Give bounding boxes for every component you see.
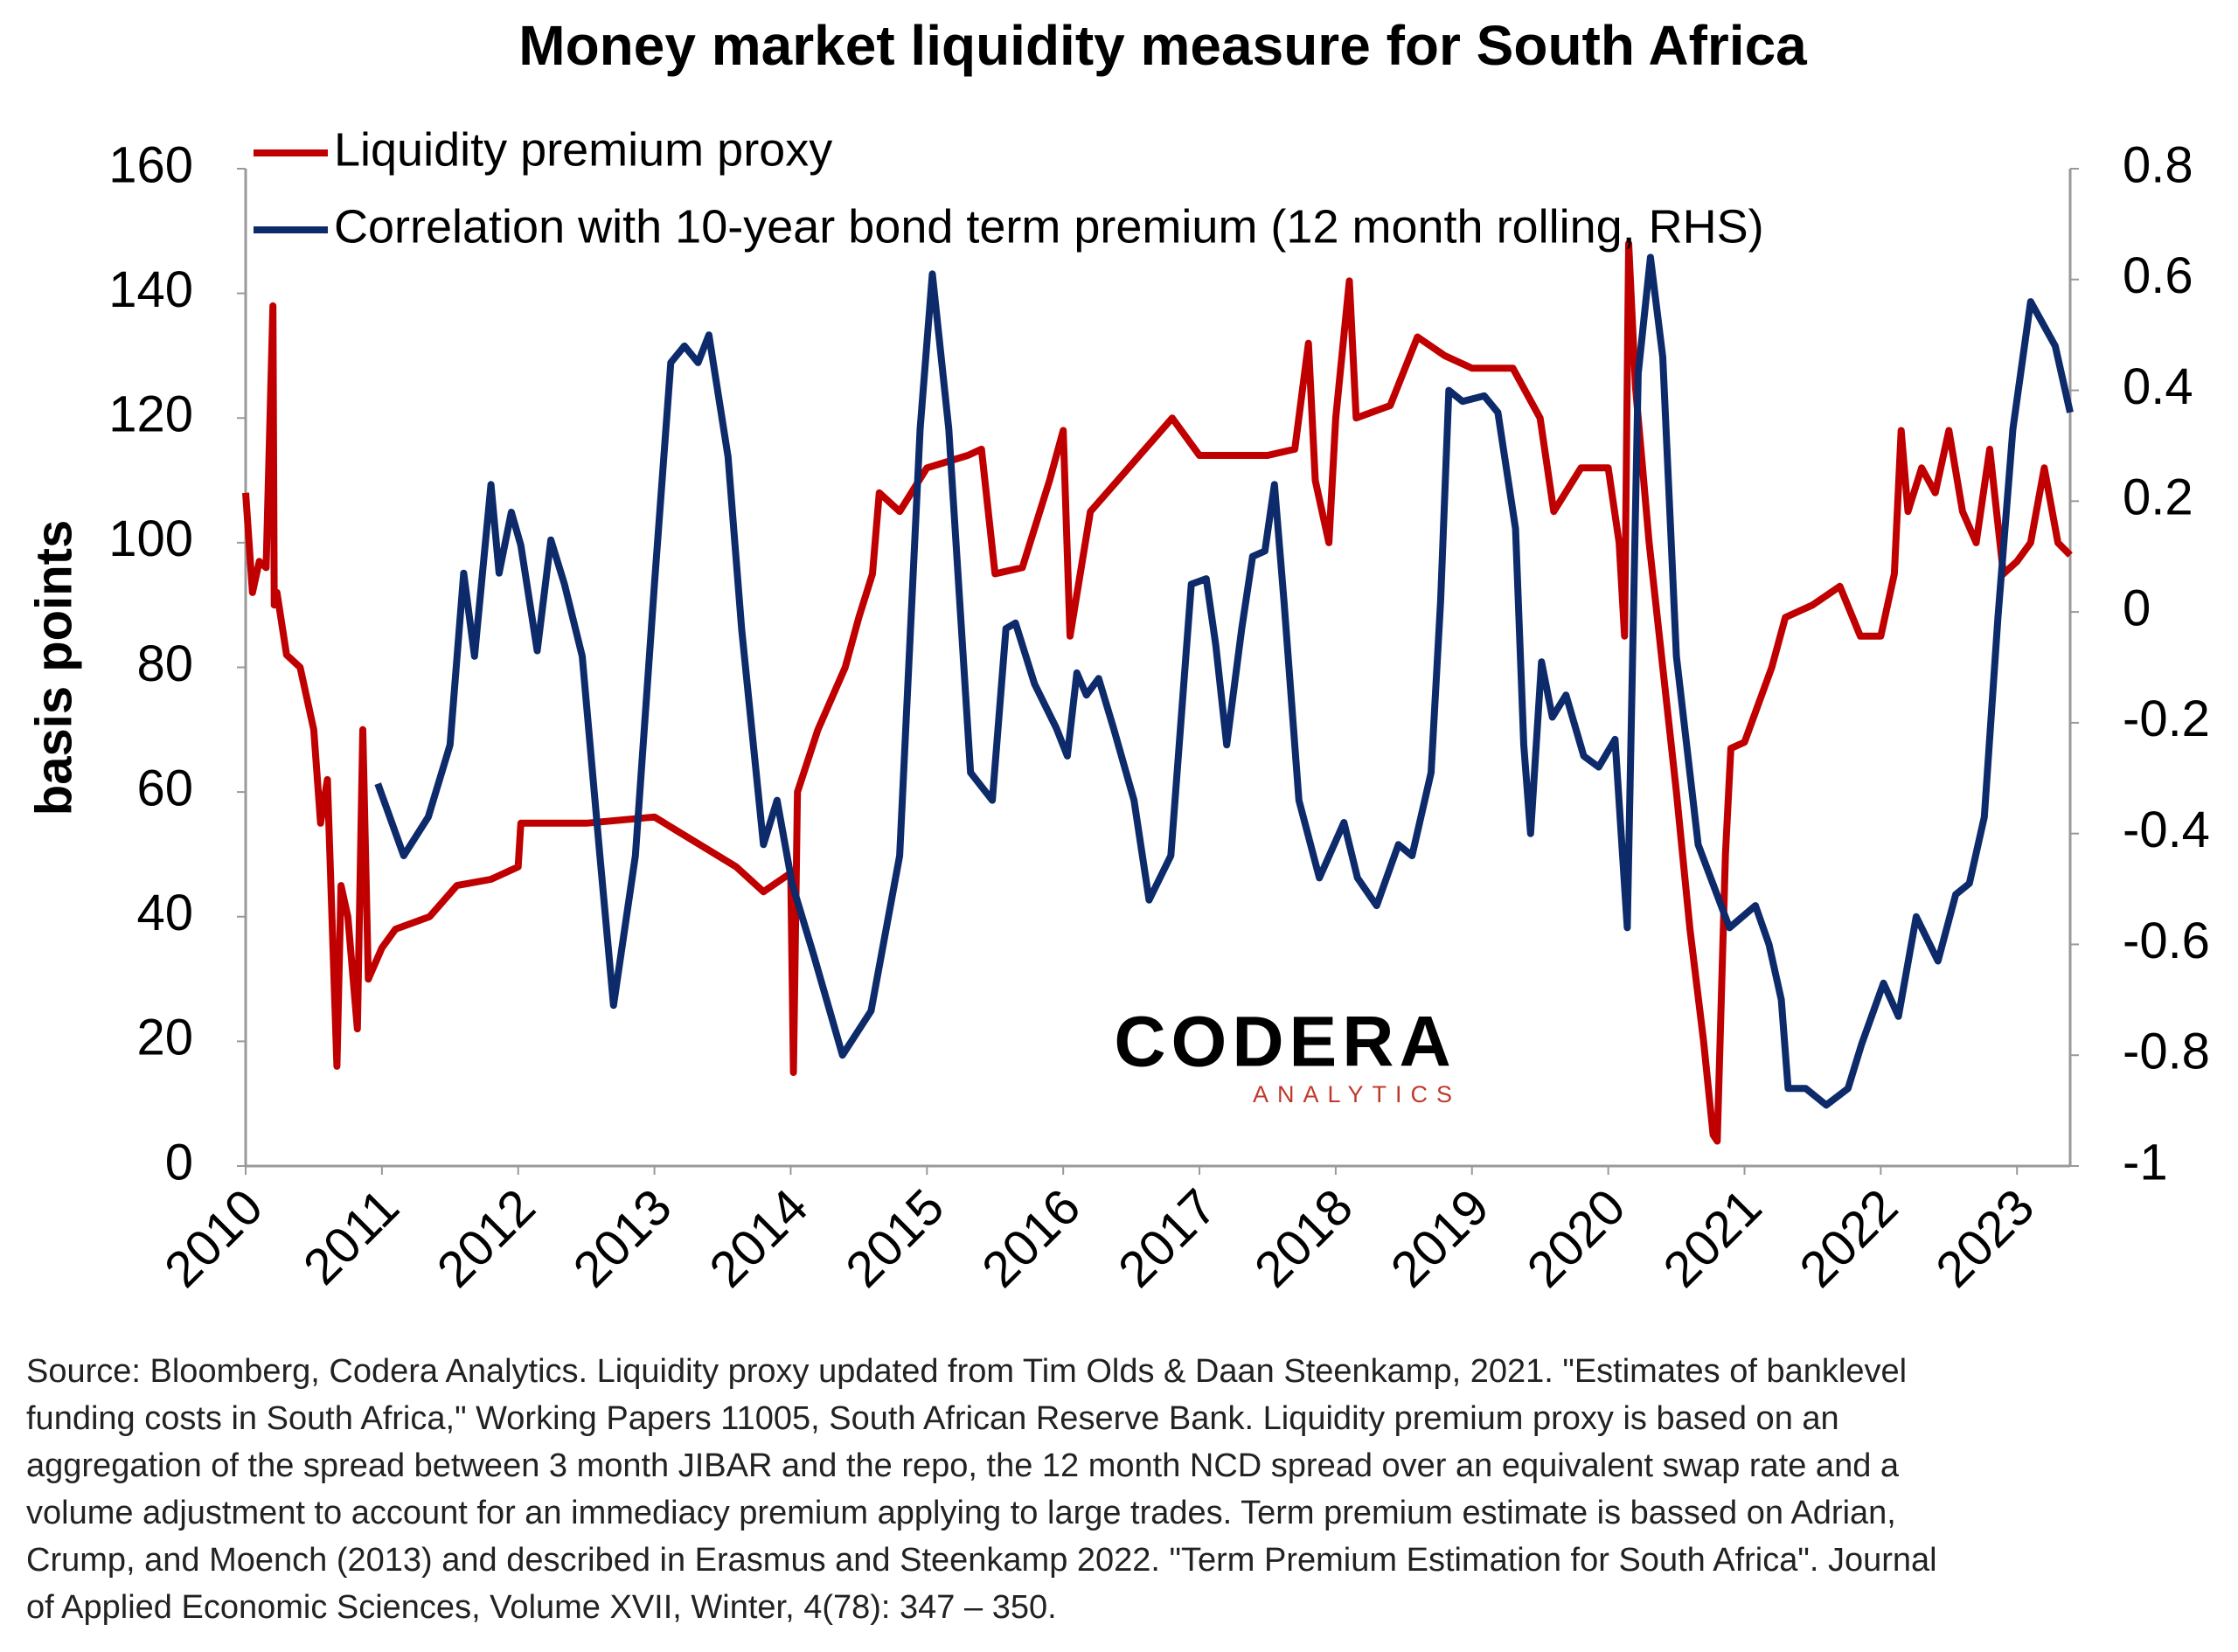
- y-tick-label: 20: [136, 1010, 193, 1066]
- x-tick-label: 2012: [427, 1178, 546, 1298]
- source-line: Source: Bloomberg, Codera Analytics. Liq…: [26, 1353, 1907, 1390]
- line-series: [374, 253, 2074, 1109]
- line-series: [242, 239, 2073, 1145]
- legend-label: Correlation with 10-year bond term premi…: [334, 200, 1764, 253]
- y2-tick-label: -0.8: [2123, 1024, 2210, 1080]
- legend-label: Liquidity premium proxy: [334, 123, 832, 176]
- x-tick-label: 2022: [1789, 1178, 1908, 1298]
- x-tick-label: 2020: [1516, 1178, 1636, 1298]
- x-tick-label: 2013: [562, 1178, 682, 1298]
- y2-tick-label: 0.6: [2123, 247, 2193, 304]
- y-tick-label: 100: [108, 510, 193, 567]
- y-tick-label: 40: [136, 885, 193, 941]
- y-tick-label: 0: [165, 1134, 193, 1190]
- x-tick-label: 2011: [293, 1178, 410, 1295]
- logo: CODERA ANALYTICS: [1114, 1003, 1461, 1107]
- x-tick-label: 2016: [971, 1178, 1091, 1298]
- y2-tick-label: 0.2: [2123, 469, 2193, 526]
- y2-tick-label: -1: [2123, 1134, 2168, 1190]
- y2-tick-label: 0.4: [2123, 358, 2193, 415]
- source-line: Crump, and Moench (2013) and described i…: [26, 1542, 1937, 1579]
- x-tick-label: 2019: [1380, 1178, 1500, 1298]
- x-tick-label: 2014: [699, 1178, 818, 1298]
- y-tick-label: 140: [108, 261, 193, 318]
- logo-subtitle: ANALYTICS: [1253, 1081, 1461, 1107]
- y-tick-label: 60: [136, 760, 193, 816]
- y2-tick-label: -0.4: [2123, 802, 2210, 858]
- chart-title: Money market liquidity measure for South…: [518, 14, 1807, 77]
- x-tick-label: 2018: [1244, 1178, 1364, 1298]
- x-tick-label: 2015: [835, 1178, 955, 1298]
- y2-tick-label: -0.2: [2123, 691, 2210, 747]
- y2-tick-label: -0.6: [2123, 913, 2210, 969]
- x-tick-label: 2010: [154, 1178, 274, 1298]
- source-line: volume adjustment to account for an imme…: [26, 1495, 1896, 1531]
- x-tick-label: 2017: [1108, 1178, 1227, 1298]
- y-tick-label: 80: [136, 635, 193, 692]
- y2-tick-label: 0.8: [2123, 136, 2193, 193]
- source-line: aggregation of the spread between 3 mont…: [26, 1447, 1900, 1484]
- source-line: of Applied Economic Sciences, Volume XVI…: [26, 1589, 1057, 1626]
- y-axis-label: basis points: [25, 520, 82, 816]
- y-tick-label: 160: [108, 136, 193, 193]
- x-tick-label: 2021: [1652, 1178, 1772, 1298]
- y-tick-label: 120: [108, 386, 193, 443]
- logo-name: CODERA: [1114, 1003, 1456, 1082]
- x-tick-label: 2023: [1925, 1178, 2045, 1298]
- y2-tick-label: 0: [2123, 580, 2151, 636]
- source-line: funding costs in South Africa," Working …: [26, 1400, 1839, 1437]
